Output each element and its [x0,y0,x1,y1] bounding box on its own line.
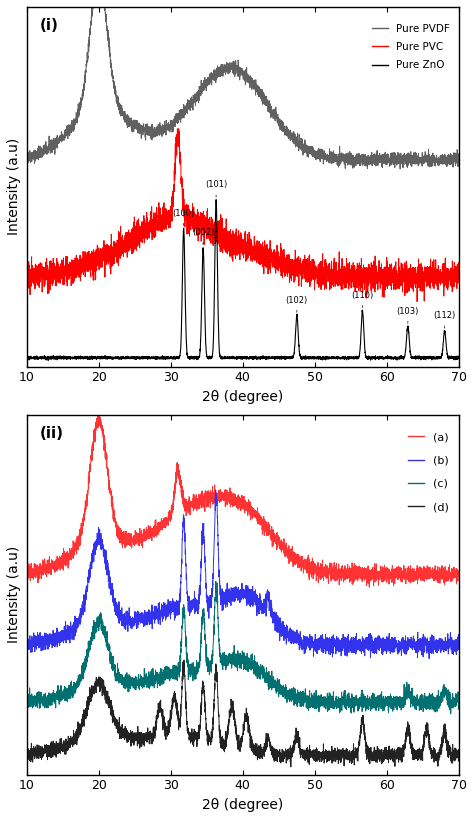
Text: (102): (102) [286,296,308,312]
Text: (100): (100) [173,209,195,225]
Text: (ii): (ii) [39,426,64,441]
X-axis label: 2θ (degree): 2θ (degree) [202,798,283,812]
X-axis label: 2θ (degree): 2θ (degree) [202,390,283,404]
Text: (101): (101) [205,180,227,197]
Text: (002): (002) [192,228,214,245]
Text: (i): (i) [39,18,58,33]
Text: (112): (112) [434,311,456,328]
Legend: (a), (b), (c), (d): (a), (b), (c), (d) [403,428,454,517]
Legend: Pure PVDF, Pure PVC, Pure ZnO: Pure PVDF, Pure PVC, Pure ZnO [368,20,454,75]
Y-axis label: Intensity (a.u): Intensity (a.u) [7,546,21,644]
Text: (110): (110) [351,291,374,308]
Text: (103): (103) [397,306,419,324]
Y-axis label: Intensity (a.u): Intensity (a.u) [7,138,21,235]
